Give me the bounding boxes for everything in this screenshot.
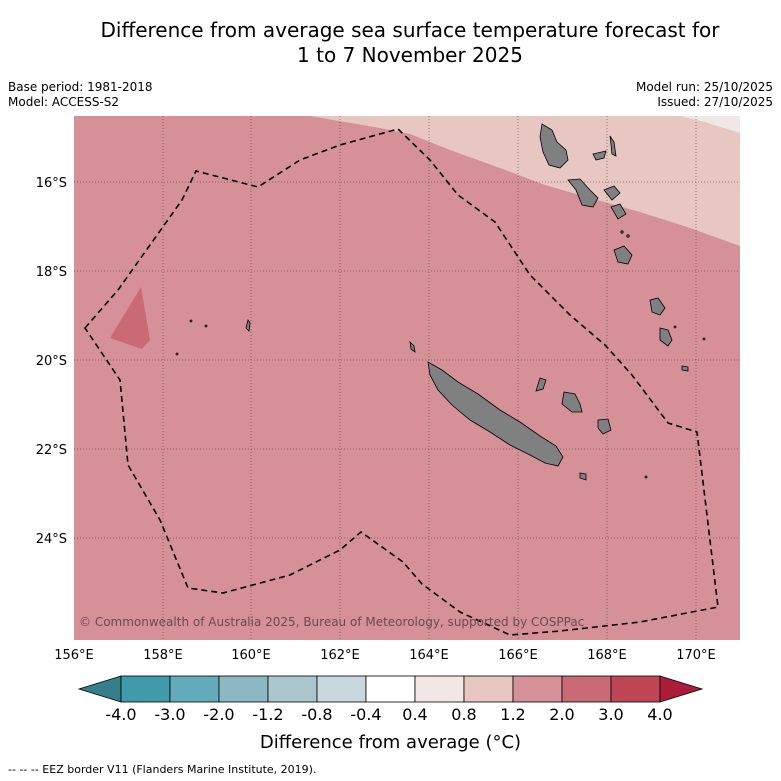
lon-label: 160°E (231, 648, 271, 663)
issued-date: Issued: 27/10/2025 (657, 95, 773, 109)
colorbar-labels: -4.0 -3.0 -2.0 -1.2 -0.8 -0.4 0.4 0.8 1.… (105, 705, 672, 724)
colorbar-label: 0.8 (451, 705, 476, 724)
colorbar-label: 4.0 (647, 705, 672, 724)
land-islets (175, 230, 706, 479)
colorbar-label: -4.0 (105, 705, 136, 724)
colorbar-label: -0.8 (301, 705, 332, 724)
colorbar-label: 3.0 (598, 705, 623, 724)
colorbar-label: -3.0 (154, 705, 185, 724)
title-line-1: Difference from average sea surface temp… (100, 18, 720, 42)
graticule (74, 116, 740, 640)
eez-footnote: -- -- -- EEZ border V11 (Flanders Marine… (8, 763, 317, 776)
colorbar-bin (512, 675, 563, 703)
anomaly-field-mid (310, 116, 740, 246)
colorbar-title: Difference from average (°C) (259, 732, 522, 753)
colorbar-bin (610, 675, 661, 703)
colorbar-bin (218, 675, 269, 703)
base-period: Base period: 1981-2018 (8, 80, 153, 94)
land-new-caledonia (409, 340, 612, 481)
colorbar-bin (169, 675, 220, 703)
colorbar-bin (365, 675, 416, 703)
colorbar-bin (561, 675, 612, 703)
colorbar-bin (120, 675, 171, 703)
meta-left: Base period: 1981-2018 Model: ACCESS-S2 (8, 80, 153, 110)
colorbar-low-arrow (77, 675, 122, 703)
meta-right: Model run: 25/10/2025 Issued: 27/10/2025 (636, 80, 773, 110)
lat-label: 20°S (36, 354, 67, 369)
model-name: Model: ACCESS-S2 (8, 95, 120, 109)
anomaly-field-low (680, 116, 740, 133)
colorbar-label: -2.0 (203, 705, 234, 724)
lat-label: 24°S (36, 532, 67, 547)
lon-label: 170°E (676, 648, 716, 663)
colorbar-bin (267, 675, 318, 703)
eez-border (83, 128, 719, 636)
colorbar-high-arrow (659, 675, 704, 703)
lon-label: 166°E (498, 648, 538, 663)
land-vanuatu (539, 123, 689, 372)
colorbar-label: 2.0 (549, 705, 574, 724)
lon-label: 168°E (587, 648, 627, 663)
colorbar-label: 1.2 (500, 705, 525, 724)
model-run: Model run: 25/10/2025 (635, 80, 773, 94)
colorbar-bin (463, 675, 514, 703)
lat-label: 22°S (36, 443, 67, 458)
map-area: © Commonwealth of Australia 2025, Bureau… (74, 116, 740, 640)
lon-label: 156°E (54, 648, 94, 663)
lon-label: 162°E (320, 648, 360, 663)
colorbar-bin (316, 675, 367, 703)
colorbar-label: -0.4 (350, 705, 381, 724)
lon-labels: 156°E 158°E 160°E 162°E 164°E 166°E 168°… (54, 648, 716, 663)
colorbar-label: -1.2 (252, 705, 283, 724)
map-title: Difference from average sea surface temp… (60, 18, 760, 68)
lon-label: 164°E (409, 648, 449, 663)
lon-label: 158°E (143, 648, 183, 663)
anomaly-warm-patch (110, 287, 150, 349)
lat-label: 18°S (36, 265, 67, 280)
title-line-2: 1 to 7 November 2025 (297, 43, 523, 67)
lat-labels: 16°S 18°S 20°S 22°S 24°S (36, 176, 67, 547)
colorbar-label: 0.4 (402, 705, 427, 724)
colorbar-bin (414, 675, 465, 703)
copyright-text: © Commonwealth of Australia 2025, Bureau… (79, 615, 584, 629)
lat-label: 16°S (36, 176, 67, 191)
colorbar: -4.0 -3.0 -2.0 -1.2 -0.8 -0.4 0.4 0.8 1.… (77, 675, 704, 724)
